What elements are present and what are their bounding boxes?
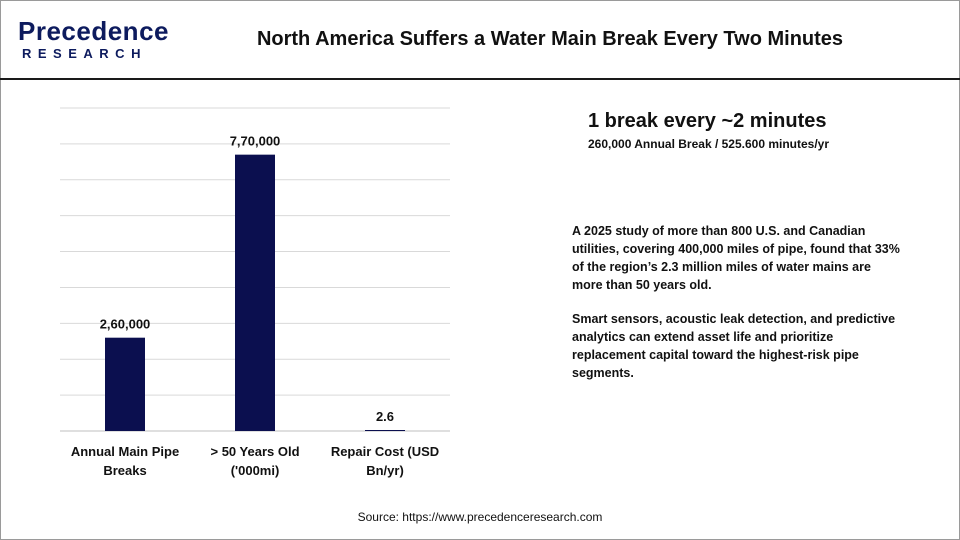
solutions-paragraph: Smart sensors, acoustic leak detection, … [572, 312, 896, 380]
header: Precedence RESEARCH North America Suffer… [0, 0, 960, 80]
bar-1 [105, 337, 145, 431]
kpi-panel: 1 break every ~2 minutes 260,000 Annual … [572, 110, 912, 151]
bar-2 [235, 154, 275, 431]
source-note: Source: https://www.precedenceresearch.c… [357, 510, 603, 524]
data-label-1: 2,60,000 [100, 317, 151, 332]
data-label-2: 7,70,000 [230, 134, 281, 149]
category-label-2: ('000mi) [231, 463, 280, 478]
kpi-headline: 1 break every ~2 minutes [588, 110, 827, 132]
logo-subtext: RESEARCH [22, 46, 147, 61]
brand-logo: Precedence RESEARCH [18, 16, 168, 62]
category-label-1: Breaks [103, 463, 146, 478]
bar-chart: 2,60,000 Annual Main Pipe Breaks 7,70,000 > … [60, 107, 450, 478]
page-title: North America Suffers a Water Main Break… [256, 28, 844, 50]
data-label-3: 2.6 [376, 409, 394, 424]
category-label-3: Bn/yr) [366, 463, 404, 478]
bar-3 [365, 430, 405, 431]
category-label-3: Repair Cost (USD [331, 444, 439, 459]
category-label-1: Annual Main Pipe [71, 444, 179, 459]
study-paragraph: A 2025 study of more than 800 U.S. and C… [572, 224, 900, 292]
logo-wordmark: Precedence [18, 16, 169, 46]
category-label-2: > 50 Years Old [210, 444, 299, 459]
kpi-subtext: 260,000 Annual Break / 525.600 minutes/y… [588, 137, 830, 151]
